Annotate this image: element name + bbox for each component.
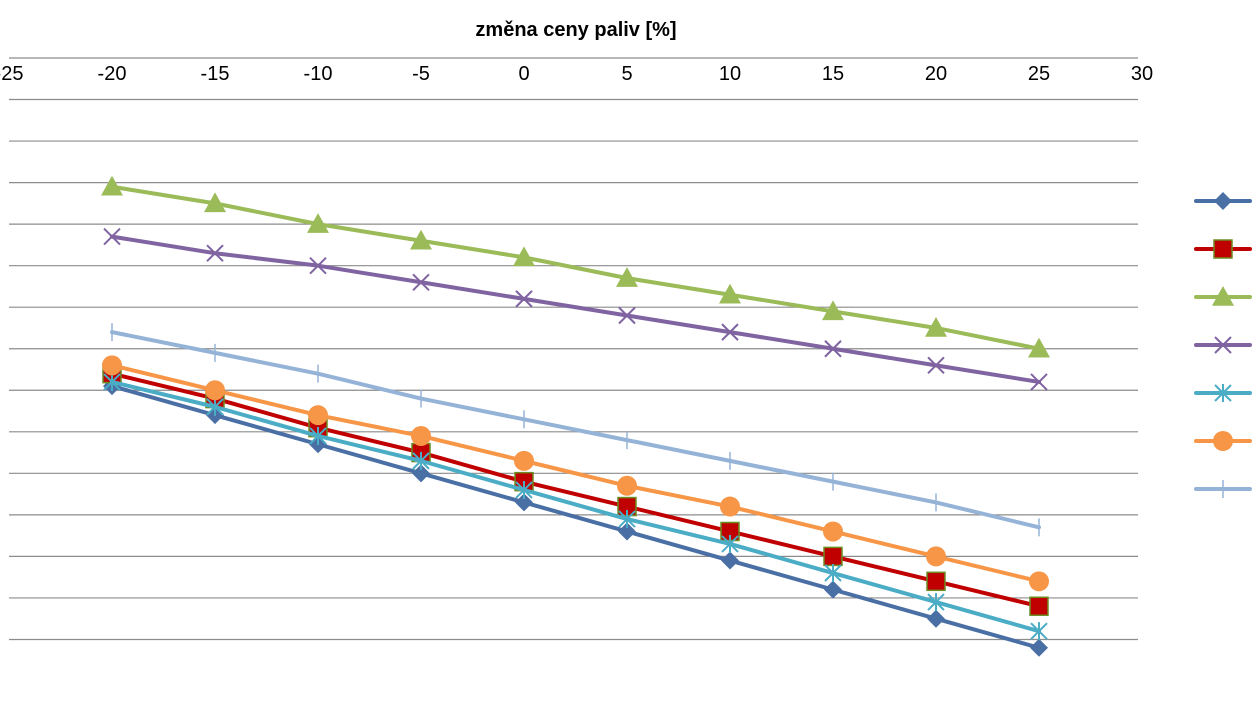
data-point bbox=[411, 425, 431, 446]
x-axis-title: změna ceny paliv [%] bbox=[475, 19, 676, 41]
legend-marker bbox=[1213, 239, 1233, 259]
data-point bbox=[927, 356, 945, 375]
legend-entry-6 bbox=[1194, 431, 1252, 451]
data-point bbox=[824, 564, 842, 583]
data-point bbox=[824, 340, 842, 358]
data-point bbox=[720, 496, 740, 517]
series-line bbox=[110, 184, 1041, 351]
data-point bbox=[823, 546, 843, 567]
x-tick-label: -5 bbox=[412, 63, 430, 85]
data-point bbox=[515, 290, 533, 308]
data-point bbox=[206, 244, 224, 262]
series-line bbox=[110, 379, 1041, 634]
x-axis-ticks: -25 -20 -15 -10 -5 0 5 10 15 20 25 30 bbox=[0, 63, 1153, 85]
data-point bbox=[926, 571, 946, 592]
data-point bbox=[1030, 622, 1048, 641]
data-point bbox=[307, 213, 329, 233]
legend-entry-2 bbox=[1194, 239, 1252, 259]
x-tick-label: 5 bbox=[621, 63, 632, 85]
data-point bbox=[515, 493, 533, 512]
series-line bbox=[110, 384, 1041, 650]
x-tick-label: 0 bbox=[518, 63, 529, 85]
data-point bbox=[616, 267, 638, 287]
x-tick-label: 30 bbox=[1131, 63, 1153, 85]
x-tick-label: 15 bbox=[822, 63, 844, 85]
x-tick-label: 10 bbox=[719, 63, 741, 85]
series-7 bbox=[110, 323, 1041, 537]
x-tick-label: 25 bbox=[1028, 63, 1050, 85]
data-point bbox=[513, 246, 535, 267]
series-line bbox=[110, 371, 1041, 609]
data-point bbox=[1030, 373, 1048, 391]
data-point bbox=[103, 227, 121, 246]
legend-entry-7 bbox=[1194, 480, 1252, 498]
data-point bbox=[927, 593, 945, 612]
legend-marker bbox=[1214, 384, 1232, 402]
series-line bbox=[110, 330, 1041, 530]
series-1 bbox=[103, 377, 1048, 657]
data-point bbox=[926, 546, 946, 567]
series-line bbox=[110, 363, 1041, 584]
legend-entry-1 bbox=[1194, 192, 1252, 210]
legend-entry-4 bbox=[1194, 336, 1252, 354]
data-point bbox=[822, 300, 844, 321]
data-point bbox=[309, 256, 327, 275]
data-point bbox=[410, 229, 432, 250]
data-point bbox=[823, 521, 843, 542]
legend-marker bbox=[1214, 336, 1232, 354]
data-point bbox=[205, 380, 225, 401]
series-6 bbox=[102, 355, 1049, 592]
x-tick-label: -15 bbox=[201, 63, 230, 85]
data-point bbox=[103, 372, 121, 391]
data-point bbox=[412, 273, 430, 291]
data-point bbox=[618, 522, 636, 541]
legend-marker bbox=[1213, 431, 1233, 451]
x-tick-label: -20 bbox=[98, 63, 127, 85]
data-point bbox=[1028, 337, 1050, 358]
data-point bbox=[1030, 638, 1048, 657]
data-point bbox=[101, 175, 123, 196]
series-5 bbox=[103, 372, 1048, 641]
data-point bbox=[102, 355, 122, 376]
data-point bbox=[721, 551, 739, 570]
data-point bbox=[925, 316, 947, 337]
x-tick-label: 20 bbox=[925, 63, 947, 85]
series-4 bbox=[103, 227, 1048, 391]
x-tick-label: -25 bbox=[0, 63, 23, 85]
data-point bbox=[1029, 571, 1049, 592]
data-point bbox=[309, 426, 327, 445]
series-group bbox=[101, 175, 1050, 657]
data-point bbox=[204, 192, 226, 213]
data-point bbox=[927, 609, 945, 628]
data-point bbox=[206, 397, 224, 416]
legend bbox=[1194, 192, 1252, 498]
data-point bbox=[721, 323, 739, 341]
series-line bbox=[110, 234, 1041, 384]
data-point bbox=[618, 510, 636, 529]
data-point bbox=[308, 405, 328, 426]
legend-entry-3 bbox=[1194, 286, 1252, 306]
data-point bbox=[618, 306, 636, 325]
series-2 bbox=[102, 363, 1049, 616]
data-point bbox=[412, 451, 430, 470]
data-point bbox=[719, 283, 741, 304]
data-point bbox=[1029, 596, 1049, 616]
series-3 bbox=[101, 175, 1050, 358]
legend-marker bbox=[1212, 286, 1234, 306]
data-point bbox=[721, 534, 739, 553]
x-tick-label: -10 bbox=[304, 63, 333, 85]
data-point bbox=[824, 580, 842, 599]
data-point bbox=[617, 475, 637, 496]
legend-marker bbox=[1214, 192, 1232, 210]
legend-entry-5 bbox=[1194, 384, 1252, 402]
gridlines bbox=[9, 57, 1138, 641]
data-point bbox=[515, 480, 533, 499]
data-point bbox=[412, 464, 430, 483]
data-point bbox=[514, 450, 534, 471]
